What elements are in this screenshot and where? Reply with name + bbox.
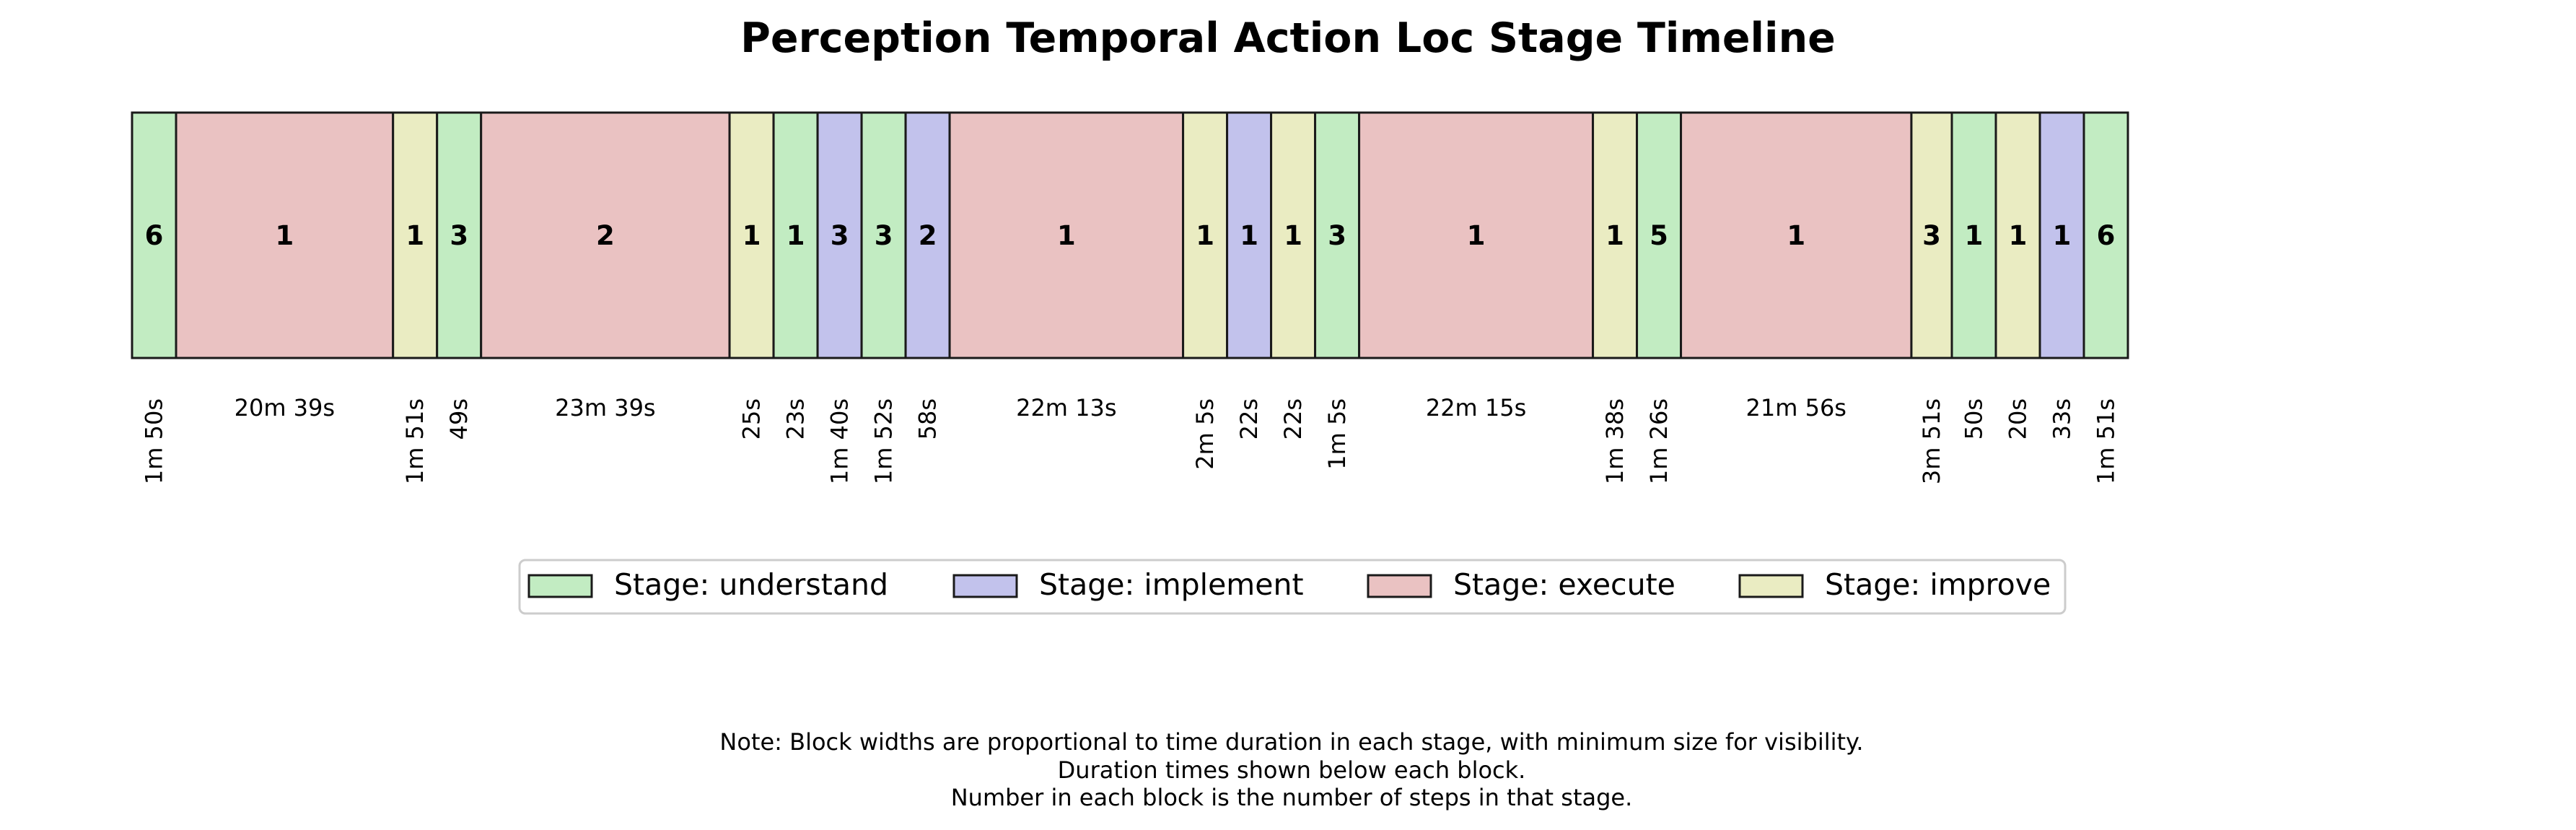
chart-title: Perception Temporal Action Loc Stage Tim… [740, 14, 1836, 62]
timeline-block-improve [728, 111, 775, 359]
block-duration-label: 33s [2049, 398, 2076, 440]
block-duration-label: 1m 40s [826, 398, 854, 484]
block-duration-label: 22s [1235, 398, 1263, 440]
block-duration-label: 22m 15s [1426, 394, 1526, 421]
block-step-count: 1 [1196, 220, 1214, 251]
block-duration-label: 25s [738, 398, 766, 440]
block-duration-label: 20s [2005, 398, 2032, 440]
legend-label-implement: Stage: implement [1039, 567, 1304, 602]
timeline-block-implement [2038, 111, 2085, 359]
block-step-count: 3 [875, 220, 893, 251]
timeline-block-understand [860, 111, 907, 359]
block-duration-label: 23s [782, 398, 810, 440]
timeline-block-understand [1636, 111, 1683, 359]
timeline-block-improve [1910, 111, 1953, 359]
block-duration-label: 1m 38s [1601, 398, 1629, 484]
block-duration-label: 2m 5s [1191, 398, 1219, 470]
timeline-block-improve [1270, 111, 1317, 359]
block-step-count: 1 [742, 220, 761, 251]
block-step-count: 1 [2053, 220, 2072, 251]
legend-frame [518, 559, 2067, 615]
block-duration-label: 21m 56s [1746, 394, 1846, 421]
footnote-line: Note: Block widths are proportional to t… [719, 728, 1863, 756]
timeline-block-understand [772, 111, 819, 359]
block-duration-label: 22m 13s [1016, 394, 1116, 421]
timeline-block-implement [816, 111, 863, 359]
block-duration-label: 1m 51s [401, 398, 429, 484]
block-duration-label: 1m 50s [141, 398, 168, 484]
block-step-count: 3 [1328, 220, 1346, 251]
block-duration-label: 49s [445, 398, 473, 440]
legend-swatch-implement [952, 574, 1018, 598]
timeline-block-improve [1182, 111, 1229, 359]
timeline-block-implement [1226, 111, 1273, 359]
timeline-block-execute [1358, 111, 1595, 359]
block-duration-label: 1m 5s [1323, 398, 1351, 470]
block-duration-label: 1m 52s [870, 398, 898, 484]
timeline-block-understand [2082, 111, 2129, 359]
block-step-count: 1 [406, 220, 424, 251]
block-step-count: 1 [1605, 220, 1624, 251]
timeline-block-execute [175, 111, 395, 359]
block-step-count: 2 [596, 220, 615, 251]
block-step-count: 6 [2097, 220, 2116, 251]
block-step-count: 1 [275, 220, 294, 251]
block-duration-label: 1m 26s [1645, 398, 1673, 484]
block-step-count: 1 [1965, 220, 1984, 251]
block-step-count: 1 [1057, 220, 1076, 251]
footnote-line: Duration times shown below each block. [1058, 756, 1526, 784]
timeline-block-execute [1680, 111, 1913, 359]
block-step-count: 1 [2009, 220, 2028, 251]
block-step-count: 1 [1467, 220, 1486, 251]
legend-swatch-understand [527, 574, 593, 598]
footnote: Note: Block widths are proportional to t… [719, 728, 1863, 811]
block-step-count: 1 [787, 220, 805, 251]
block-step-count: 1 [1240, 220, 1258, 251]
legend: Stage: understand Stage: implement Stage: … [518, 559, 2067, 615]
block-duration-label: 58s [914, 398, 942, 440]
block-step-count: 2 [919, 220, 937, 251]
block-duration-label: 20m 39s [235, 394, 335, 421]
legend-label-understand: Stage: understand [614, 567, 888, 602]
block-step-count: 1 [1787, 220, 1805, 251]
timeline-block-implement [904, 111, 951, 359]
block-duration-label: 23m 39s [555, 394, 655, 421]
block-step-count: 5 [1650, 220, 1668, 251]
block-step-count: 3 [1922, 220, 1941, 251]
block-duration-label: 50s [1961, 398, 1988, 440]
block-duration-label: 22s [1279, 398, 1307, 440]
block-step-count: 3 [450, 220, 468, 251]
block-duration-label: 1m 51s [2093, 398, 2120, 484]
legend-label-improve: Stage: improve [1825, 567, 2051, 602]
block-step-count: 6 [145, 220, 164, 251]
timeline-block-understand [131, 111, 178, 359]
timeline-block-improve [1592, 111, 1639, 359]
timeline-block-execute [480, 111, 731, 359]
timeline-block-understand [1950, 111, 1997, 359]
timeline-block-improve [392, 111, 439, 359]
block-step-count: 1 [1284, 220, 1302, 251]
legend-label-execute: Stage: execute [1453, 567, 1675, 602]
timeline-block-improve [1994, 111, 2041, 359]
legend-swatch-improve [1738, 574, 1804, 598]
block-step-count: 3 [831, 220, 849, 251]
footnote-line: Number in each block is the number of st… [951, 784, 1633, 811]
block-duration-label: 3m 51s [1918, 398, 1945, 484]
legend-swatch-execute [1367, 574, 1432, 598]
timeline-blocks: 6 1m 50s 1 20m 39s 1 1m 51s 3 49s 2 23m 39s 1 25s 1 2… [131, 111, 2129, 484]
